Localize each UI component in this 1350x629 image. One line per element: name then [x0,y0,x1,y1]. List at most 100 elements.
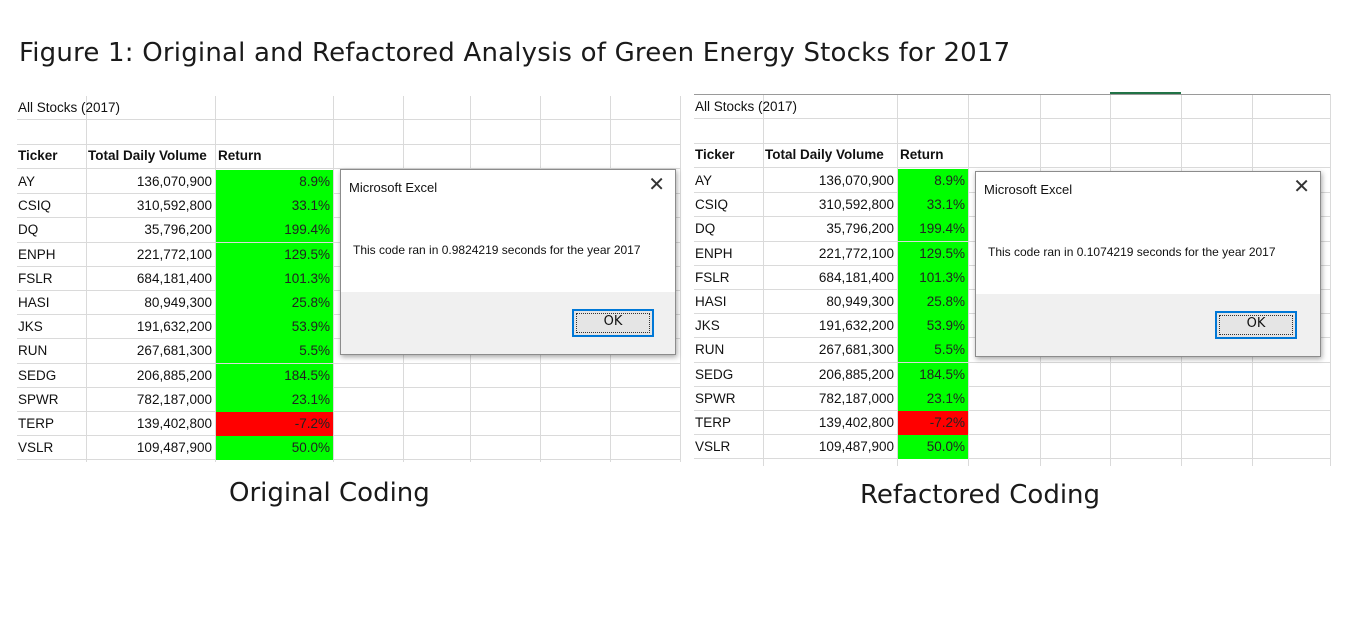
gridline-horizontal [17,144,680,145]
ticker-header: Ticker [695,147,735,162]
gridline-horizontal [694,118,1330,119]
volume-cell: 206,885,200 [136,368,212,383]
return-cell: 23.1% [216,388,333,412]
ticker-cell: SPWR [18,392,59,407]
volume-cell: 80,949,300 [826,294,894,309]
ticker-cell: ENPH [18,247,56,262]
gridline-horizontal [694,386,1330,387]
volume-cell: 109,487,900 [136,440,212,455]
gridline-vertical [968,94,969,466]
volume-cell: 139,402,800 [818,415,894,430]
close-icon[interactable]: ✕ [1293,176,1310,198]
return-cell: 33.1% [216,194,333,218]
return-cell: 5.5% [898,338,968,362]
gridline-horizontal [17,168,680,169]
return-header: Return [218,148,262,163]
ticker-header: Ticker [18,148,58,163]
volume-cell: 35,796,200 [144,222,212,237]
gridline-horizontal [694,167,1330,168]
dialog-title: Microsoft Excel [349,180,438,195]
return-cell: 101.3% [898,266,968,290]
return-cell: 184.5% [216,364,333,388]
return-header: Return [900,147,944,162]
ticker-cell: AY [695,173,713,188]
refactored-caption: Refactored Coding [860,480,1101,510]
volume-header: Total Daily Volume [765,147,884,162]
volume-cell: 139,402,800 [136,416,212,431]
volume-cell: 191,632,200 [136,319,212,334]
gridline-vertical [86,96,87,462]
volume-cell: 782,187,000 [818,391,894,406]
volume-cell: 221,772,100 [136,247,212,262]
close-icon[interactable]: ✕ [648,174,665,196]
ticker-cell: ENPH [695,246,733,261]
return-cell: 25.8% [898,290,968,314]
selected-cell-edge [1110,92,1181,94]
ticker-cell: SPWR [695,391,736,406]
volume-cell: 80,949,300 [144,295,212,310]
ticker-cell: SEDG [18,368,57,383]
ticker-cell: VSLR [695,439,731,454]
ticker-cell: DQ [18,222,39,237]
gridline-vertical [1330,94,1331,466]
volume-cell: 206,885,200 [818,367,894,382]
gridline-horizontal [694,410,1330,411]
ticker-cell: JKS [18,319,43,334]
volume-cell: 684,181,400 [818,270,894,285]
ticker-cell: JKS [695,318,720,333]
volume-cell: 109,487,900 [818,439,894,454]
ticker-cell: VSLR [18,440,54,455]
ticker-cell: SEDG [695,367,734,382]
volume-header: Total Daily Volume [88,148,207,163]
ticker-cell: CSIQ [18,198,52,213]
return-cell: 25.8% [216,291,333,315]
return-cell: 23.1% [898,387,968,411]
ticker-cell: FSLR [695,270,730,285]
return-cell: 5.5% [216,339,333,363]
gridline-horizontal [694,458,1330,459]
gridline-horizontal [17,387,680,388]
volume-cell: 191,632,200 [818,318,894,333]
ok-button[interactable]: OK [572,309,654,337]
ticker-cell: CSIQ [695,197,729,212]
return-cell: 50.0% [898,435,968,459]
return-cell: 101.3% [216,267,333,291]
original-caption: Original Coding [229,478,430,508]
gridline-horizontal [17,435,680,436]
return-cell: 53.9% [216,315,333,339]
sheet-title: All Stocks (2017) [18,100,121,115]
gridline-horizontal [17,119,680,120]
return-cell: 199.4% [898,217,968,241]
ticker-cell: TERP [18,416,55,431]
sheet-title: All Stocks (2017) [695,99,798,114]
volume-cell: 221,772,100 [818,246,894,261]
gridline-horizontal [17,459,680,460]
return-cell: -7.2% [216,412,333,436]
return-cell: 199.4% [216,218,333,242]
gridline-vertical [680,96,681,462]
return-cell: -7.2% [898,411,968,435]
gridline-horizontal [694,143,1330,144]
return-cell: 8.9% [216,170,333,194]
return-cell: 33.1% [898,193,968,217]
ok-button[interactable]: OK [1215,311,1297,339]
return-cell: 129.5% [216,243,333,267]
dialog-title: Microsoft Excel [984,182,1073,197]
ticker-cell: HASI [695,294,727,309]
gridline-horizontal [17,411,680,412]
volume-cell: 35,796,200 [826,221,894,236]
gridline-horizontal [694,362,1330,363]
gridline-horizontal [694,434,1330,435]
ticker-cell: AY [18,174,36,189]
ticker-cell: DQ [695,221,716,236]
ticker-cell: RUN [695,342,725,357]
gridline-horizontal [17,363,680,364]
ticker-cell: FSLR [18,271,53,286]
sheet-top-border [694,94,1330,95]
return-cell: 53.9% [898,314,968,338]
volume-cell: 136,070,900 [136,174,212,189]
ticker-cell: HASI [18,295,50,310]
dialog-message: This code ran in 0.1074219 seconds for t… [988,245,1276,259]
return-cell: 8.9% [898,169,968,193]
volume-cell: 267,681,300 [818,342,894,357]
